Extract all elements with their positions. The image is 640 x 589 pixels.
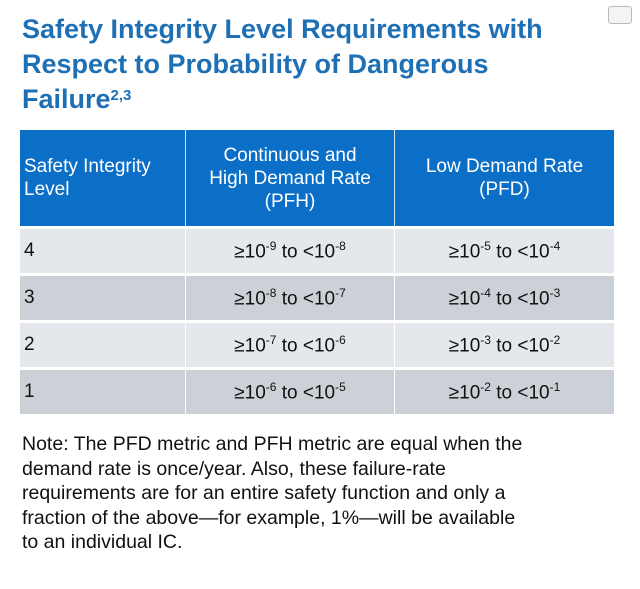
note-line-4: fraction of the above—for example, 1%—wi… bbox=[22, 506, 516, 529]
pfh-low-exp: -7 bbox=[265, 332, 277, 347]
image-corner-icon bbox=[608, 6, 632, 24]
pfh-low-exp: -6 bbox=[265, 379, 277, 394]
pfd-low-exp: -3 bbox=[480, 332, 491, 347]
table-header-row: Safety Integrity Level Continuous and Hi… bbox=[20, 130, 614, 228]
row-level: 4 bbox=[20, 226, 186, 275]
table-row: 3 ≥10-8 to <10-7 ≥10-4 to <10-3 bbox=[20, 273, 614, 322]
header-pfd-line1: Low Demand Rate bbox=[425, 156, 584, 177]
row-pfh: ≥10-6 to <10-5 bbox=[185, 367, 395, 414]
title-line-2: Respect to Probability of Dangerous bbox=[22, 49, 489, 79]
page-title: Safety Integrity Level Requirements with… bbox=[22, 12, 622, 117]
pfd-high-exp: -2 bbox=[549, 332, 561, 347]
row-pfh: ≥10-7 to <10-6 bbox=[185, 320, 395, 369]
note-line-3: requirements are for an entire safety fu… bbox=[22, 482, 506, 504]
row-level: 1 bbox=[20, 367, 186, 414]
header-pfd-line2: (PFD) bbox=[479, 179, 530, 200]
title-line-3: Failure2,3 bbox=[22, 82, 622, 117]
pfh-prefix: ≥10 bbox=[234, 241, 266, 263]
pfh-high-exp: -5 bbox=[335, 379, 346, 394]
pfd-connector: to <10 bbox=[490, 335, 550, 357]
table-row: 4 ≥10-9 to <10-8 ≥10-5 to <10-4 bbox=[20, 226, 614, 275]
pfh-high-exp: -7 bbox=[335, 285, 346, 300]
row-pfd: ≥10-2 to <10-1 bbox=[394, 367, 614, 414]
pfd-prefix: ≥10 bbox=[448, 241, 481, 263]
pfd-prefix: ≥10 bbox=[448, 382, 481, 404]
pfh-connector: to <10 bbox=[276, 288, 336, 310]
pfh-connector: to <10 bbox=[276, 335, 336, 357]
row-pfh: ≥10-8 to <10-7 bbox=[185, 273, 395, 322]
header-pfh-line3: (PFH) bbox=[264, 190, 316, 212]
pfd-connector: to <10 bbox=[490, 241, 550, 263]
title-footnote-ref: 2,3 bbox=[110, 87, 132, 104]
table-row: 1 ≥10-6 to <10-5 ≥10-2 to <10-1 bbox=[20, 367, 614, 414]
header-sil: Safety Integrity Level bbox=[20, 130, 186, 228]
pfd-low-exp: -5 bbox=[480, 238, 491, 253]
row-pfd: ≥10-3 to <10-2 bbox=[394, 320, 614, 369]
note-line-1: Note: The PFD metric and PFH metric are … bbox=[22, 433, 523, 455]
header-pfh-line2: High Demand Rate bbox=[209, 167, 371, 189]
pfd-prefix: ≥10 bbox=[448, 288, 481, 310]
pfh-low-exp: -8 bbox=[265, 285, 277, 300]
header-pfd: Low Demand Rate (PFD) bbox=[394, 130, 614, 228]
row-pfd: ≥10-4 to <10-3 bbox=[394, 273, 614, 322]
pfd-high-exp: -3 bbox=[549, 285, 561, 300]
note-line-5: to an individual IC. bbox=[22, 531, 183, 553]
pfh-prefix: ≥10 bbox=[234, 382, 266, 404]
pfh-prefix: ≥10 bbox=[234, 288, 266, 310]
row-pfh: ≥10-9 to <10-8 bbox=[185, 226, 395, 275]
sil-requirements-table: Safety Integrity Level Continuous and Hi… bbox=[20, 130, 614, 414]
footnote: Note: The PFD metric and PFH metric are … bbox=[22, 432, 626, 555]
pfd-connector: to <10 bbox=[490, 382, 550, 404]
pfh-high-exp: -8 bbox=[335, 238, 346, 253]
pfd-high-exp: -1 bbox=[549, 379, 561, 394]
table-row: 2 ≥10-7 to <10-6 ≥10-3 to <10-2 bbox=[20, 320, 614, 369]
row-level: 3 bbox=[20, 273, 186, 322]
pfd-connector: to <10 bbox=[490, 288, 550, 310]
row-level: 2 bbox=[20, 320, 186, 369]
pfh-low-exp: -9 bbox=[265, 238, 277, 253]
header-pfh: Continuous and High Demand Rate (PFH) bbox=[185, 130, 395, 228]
pfh-high-exp: -6 bbox=[335, 332, 346, 347]
pfh-connector: to <10 bbox=[276, 382, 336, 404]
pfd-low-exp: -4 bbox=[480, 285, 491, 300]
header-pfh-line1: Continuous and bbox=[223, 144, 357, 166]
pfd-high-exp: -4 bbox=[549, 238, 561, 253]
pfh-connector: to <10 bbox=[276, 241, 336, 263]
pfd-prefix: ≥10 bbox=[448, 335, 481, 357]
note-line-2: demand rate is once/year. Also, these fa… bbox=[22, 457, 446, 480]
pfd-low-exp: -2 bbox=[480, 379, 491, 394]
title-line-1: Safety Integrity Level Requirements with bbox=[22, 14, 543, 44]
title-line-3-text: Failure bbox=[22, 84, 111, 114]
row-pfd: ≥10-5 to <10-4 bbox=[394, 226, 614, 275]
pfh-prefix: ≥10 bbox=[234, 335, 266, 357]
